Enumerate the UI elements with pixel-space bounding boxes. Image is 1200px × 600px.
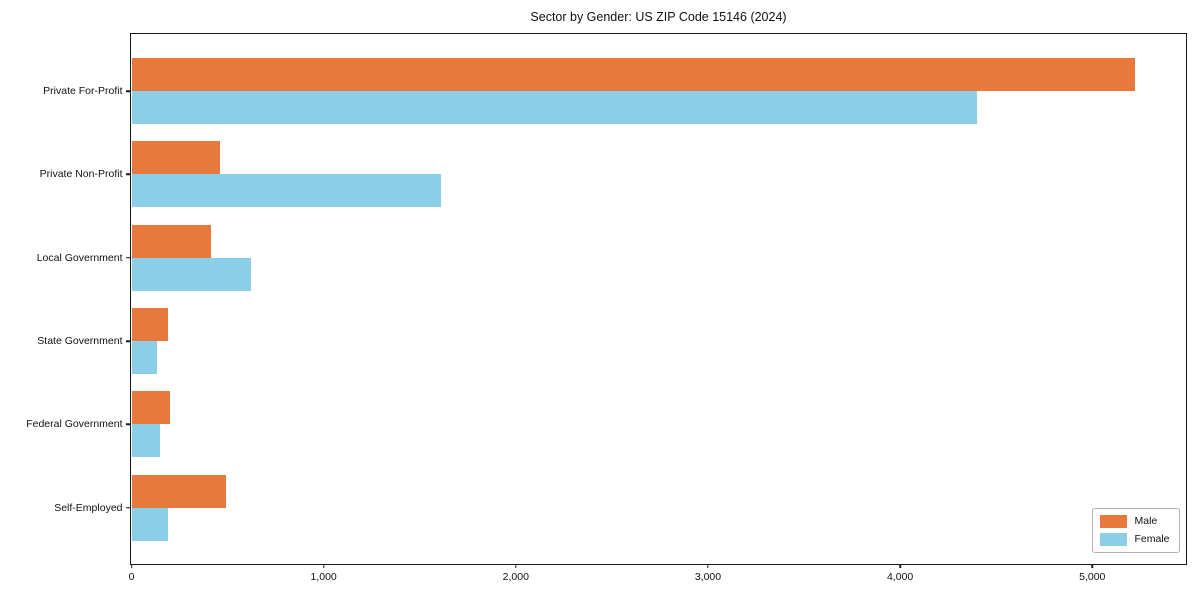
legend-entry-male: Male bbox=[1100, 514, 1169, 528]
y-tick-label-self-employed: Self-Employed bbox=[54, 501, 123, 514]
bar-male-private-for-profit bbox=[131, 58, 1135, 92]
legend-swatch-male bbox=[1100, 514, 1128, 528]
legend-entry-female: Female bbox=[1100, 532, 1170, 546]
bar-female-private-non-profit bbox=[131, 174, 441, 208]
bar-female-state-government bbox=[131, 341, 158, 375]
x-tick-label-2-000: 2,000 bbox=[502, 570, 529, 583]
x-tick-mark bbox=[515, 564, 517, 568]
bar-female-private-for-profit bbox=[131, 91, 977, 125]
legend: Male Female bbox=[1092, 507, 1180, 553]
x-tick-mark bbox=[899, 564, 901, 568]
legend-swatch-female bbox=[1100, 532, 1128, 546]
x-tick-mark bbox=[130, 564, 133, 568]
y-tick-label-federal-government: Federal Government bbox=[26, 418, 123, 431]
legend-label-female: Female bbox=[1134, 533, 1170, 545]
legend-label-male: Male bbox=[1134, 515, 1158, 527]
x-tick-label-0: 0 bbox=[128, 570, 135, 583]
bar-male-self-employed bbox=[131, 474, 226, 508]
y-tick-mark bbox=[126, 340, 130, 342]
plot-area: Male Female Private For-Profit Private Non… bbox=[26, 35, 1185, 583]
bar-female-local-government bbox=[131, 257, 251, 291]
bar-male-federal-government bbox=[131, 391, 170, 425]
y-tick-label-private-non-profit: Private Non-Profit bbox=[39, 168, 123, 181]
y-tick-mark bbox=[126, 423, 130, 426]
x-tick-mark bbox=[707, 564, 709, 568]
bar-female-federal-government bbox=[131, 424, 161, 458]
x-tick-mark bbox=[322, 564, 325, 568]
y-tick-mark bbox=[126, 173, 130, 176]
x-tick-label-4-000: 4,000 bbox=[886, 570, 914, 583]
bar-male-local-government bbox=[131, 224, 212, 258]
y-tick-mark bbox=[126, 90, 130, 92]
bar-male-state-government bbox=[131, 308, 168, 342]
x-tick-mark bbox=[1091, 564, 1094, 568]
y-tick-mark bbox=[126, 256, 130, 259]
x-tick-label-1-000: 1,000 bbox=[310, 570, 337, 583]
bar-female-self-employed bbox=[131, 507, 168, 541]
y-tick-label-state-government: State Government bbox=[37, 335, 123, 348]
bar-male-private-non-profit bbox=[131, 141, 220, 175]
y-tick-label-private-for-profit: Private For-Profit bbox=[43, 85, 123, 98]
y-tick-label-local-government: Local Government bbox=[36, 251, 123, 264]
x-tick-label-3-000: 3,000 bbox=[694, 570, 722, 583]
y-tick-mark bbox=[126, 506, 130, 509]
x-tick-label-5-000: 5,000 bbox=[1079, 570, 1106, 583]
chart-title: Sector by Gender: US ZIP Code 15146 (202… bbox=[530, 10, 787, 24]
